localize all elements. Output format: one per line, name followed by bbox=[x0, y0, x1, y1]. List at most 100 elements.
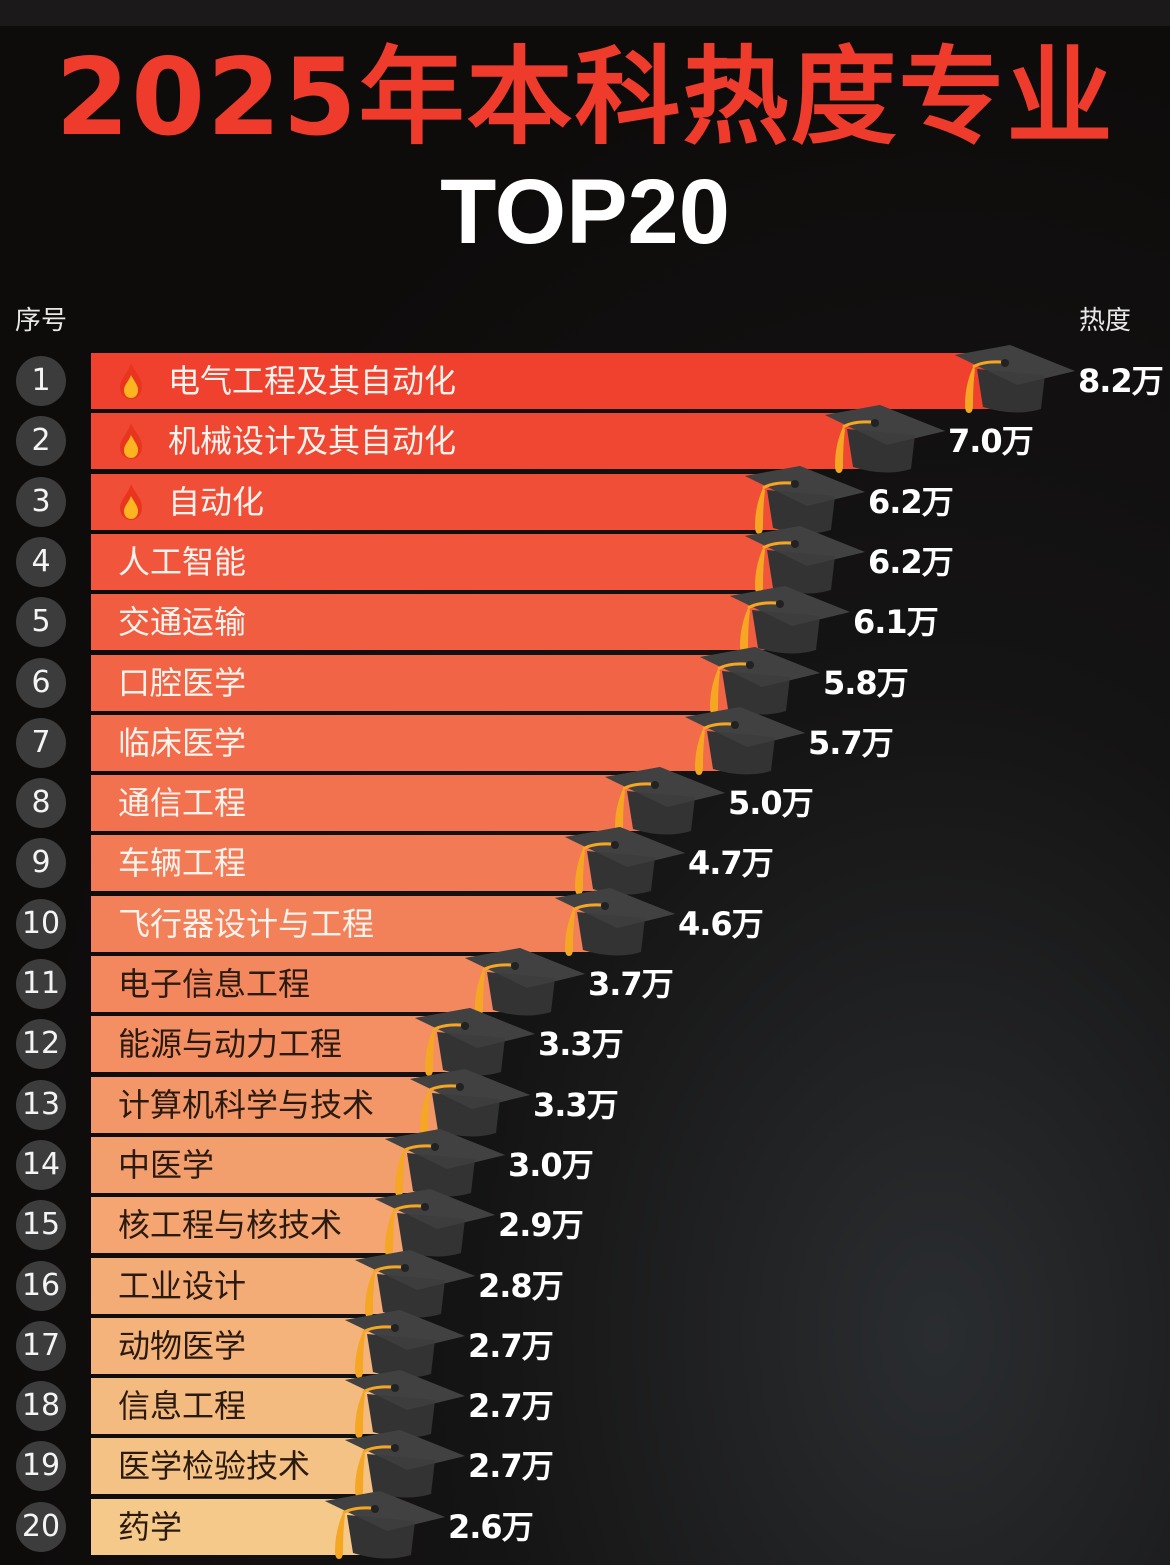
rank-badge: 19 bbox=[16, 1441, 66, 1492]
major-name: 计算机科学与技术 bbox=[118, 1085, 375, 1124]
rank-badge: 14 bbox=[16, 1139, 66, 1190]
heat-value: 6.2万 bbox=[868, 542, 954, 581]
bar-row: 6 口腔医学 5.8万 bbox=[0, 646, 1170, 715]
graduation-cap-icon bbox=[375, 1189, 495, 1259]
rank-badge: 8 bbox=[16, 778, 66, 829]
rank-badge: 11 bbox=[16, 959, 66, 1009]
bar bbox=[91, 594, 775, 651]
chart-title: 2025年本科热度专业 bbox=[55, 36, 1115, 159]
graduation-cap-icon bbox=[745, 465, 865, 536]
heat-value: 4.7万 bbox=[688, 844, 774, 883]
major-name: 自动化 bbox=[168, 482, 265, 521]
bar-row: 5 交通运输 6.1万 bbox=[0, 586, 1170, 655]
heat-value: 2.7万 bbox=[468, 1387, 554, 1426]
rank-badge: 1 bbox=[16, 356, 66, 406]
rank-badge: 5 bbox=[16, 597, 66, 648]
heat-value: 3.0万 bbox=[508, 1145, 594, 1184]
major-name: 人工智能 bbox=[118, 542, 247, 581]
heat-column-header: 热度 bbox=[1079, 306, 1132, 336]
bar bbox=[91, 775, 650, 832]
rank-badge: 17 bbox=[16, 1320, 66, 1371]
bar bbox=[91, 714, 730, 771]
graduation-cap-icon bbox=[825, 405, 945, 475]
heat-value: 8.2万 bbox=[1078, 362, 1164, 400]
heat-value: 2.6万 bbox=[448, 1507, 534, 1546]
heat-value: 2.9万 bbox=[498, 1206, 584, 1245]
bar-row: 7 临床医学 5.7万 bbox=[0, 706, 1170, 775]
bar bbox=[91, 1016, 460, 1073]
bar-row: 4 人工智能 6.2万 bbox=[0, 525, 1170, 594]
bar-row: 12 能源与动力工程 3.3万 bbox=[0, 1008, 1170, 1077]
bar-row: 10 飞行器设计与工程 4.6万 bbox=[0, 887, 1170, 956]
major-name: 交通运输 bbox=[118, 603, 247, 642]
major-name: 临床医学 bbox=[118, 723, 247, 762]
bar-row: 20 药学 2.6万 bbox=[0, 1490, 1170, 1559]
graduation-cap-icon bbox=[410, 1068, 530, 1139]
bar bbox=[91, 956, 510, 1012]
rank-badge: 15 bbox=[16, 1200, 66, 1251]
bar-row: 9 车辆工程 4.7万 bbox=[0, 827, 1170, 896]
rank-badge: 4 bbox=[16, 536, 66, 587]
bar bbox=[91, 654, 745, 711]
graduation-cap-icon bbox=[565, 827, 685, 897]
bar-row: 11 电子信息工程 3.7万 bbox=[0, 948, 1170, 1016]
graduation-cap-icon bbox=[465, 948, 585, 1018]
graduation-cap-icon bbox=[955, 345, 1075, 415]
bar bbox=[91, 1197, 420, 1254]
heat-value: 4.6万 bbox=[678, 904, 764, 943]
bar bbox=[91, 895, 600, 952]
rank-column-header: 序号 bbox=[15, 306, 68, 336]
graduation-cap-icon bbox=[605, 767, 725, 837]
major-name: 核工程与核技术 bbox=[118, 1206, 343, 1245]
graduation-cap-icon bbox=[700, 646, 820, 717]
bar-row: 2 机械设计及其自动化 7.0万 bbox=[0, 405, 1170, 474]
fire-icon bbox=[118, 363, 144, 399]
fire-icon bbox=[118, 483, 144, 520]
bar bbox=[91, 1438, 390, 1495]
bar bbox=[91, 413, 870, 470]
bar-row: 17 动物医学 2.7万 bbox=[0, 1309, 1170, 1378]
graduation-cap-icon bbox=[355, 1249, 475, 1320]
graduation-cap-icon bbox=[745, 525, 865, 596]
bar-row: 13 计算机科学与技术 3.3万 bbox=[0, 1068, 1170, 1137]
heat-value: 6.1万 bbox=[853, 603, 939, 642]
bar-row: 15 核工程与核技术 2.9万 bbox=[0, 1189, 1170, 1258]
major-name: 电气工程及其自动化 bbox=[168, 362, 457, 400]
rank-badge: 3 bbox=[16, 476, 66, 527]
major-name: 车辆工程 bbox=[118, 844, 247, 883]
bar bbox=[91, 1378, 390, 1435]
bar bbox=[91, 1257, 400, 1314]
bar bbox=[91, 1076, 455, 1133]
rank-badge: 16 bbox=[16, 1260, 66, 1311]
graduation-cap-icon bbox=[345, 1370, 465, 1440]
top-strip bbox=[0, 0, 1170, 26]
bar-row: 14 中医学 3.0万 bbox=[0, 1128, 1170, 1197]
bar bbox=[91, 835, 610, 892]
rank-badge: 12 bbox=[16, 1019, 66, 1070]
heat-value: 5.8万 bbox=[823, 663, 909, 702]
rank-badge: 2 bbox=[16, 416, 66, 467]
fire-icon bbox=[118, 423, 144, 460]
major-name: 中医学 bbox=[118, 1145, 215, 1184]
bar-row: 1 电气工程及其自动化 8.2万 bbox=[0, 345, 1170, 413]
major-name: 电子信息工程 bbox=[118, 965, 311, 1003]
major-name: 工业设计 bbox=[118, 1266, 247, 1305]
bar-row: 18 信息工程 2.7万 bbox=[0, 1370, 1170, 1439]
heat-value: 7.0万 bbox=[948, 422, 1034, 461]
major-name: 医学检验技术 bbox=[118, 1447, 311, 1486]
heat-value: 2.7万 bbox=[468, 1447, 554, 1486]
heat-value: 3.7万 bbox=[588, 965, 674, 1003]
rank-badge: 18 bbox=[16, 1381, 66, 1432]
rank-badge: 10 bbox=[16, 898, 66, 949]
major-name: 动物医学 bbox=[118, 1326, 247, 1365]
graduation-cap-icon bbox=[385, 1128, 505, 1199]
bar-row: 16 工业设计 2.8万 bbox=[0, 1249, 1170, 1318]
graduation-cap-icon bbox=[730, 586, 850, 656]
heat-value: 5.7万 bbox=[808, 723, 894, 762]
bar bbox=[91, 353, 1000, 409]
major-name: 通信工程 bbox=[118, 784, 247, 823]
bar bbox=[91, 1136, 430, 1193]
bar bbox=[91, 1317, 390, 1374]
rank-badge: 6 bbox=[16, 657, 66, 708]
heat-value: 2.7万 bbox=[468, 1326, 554, 1365]
